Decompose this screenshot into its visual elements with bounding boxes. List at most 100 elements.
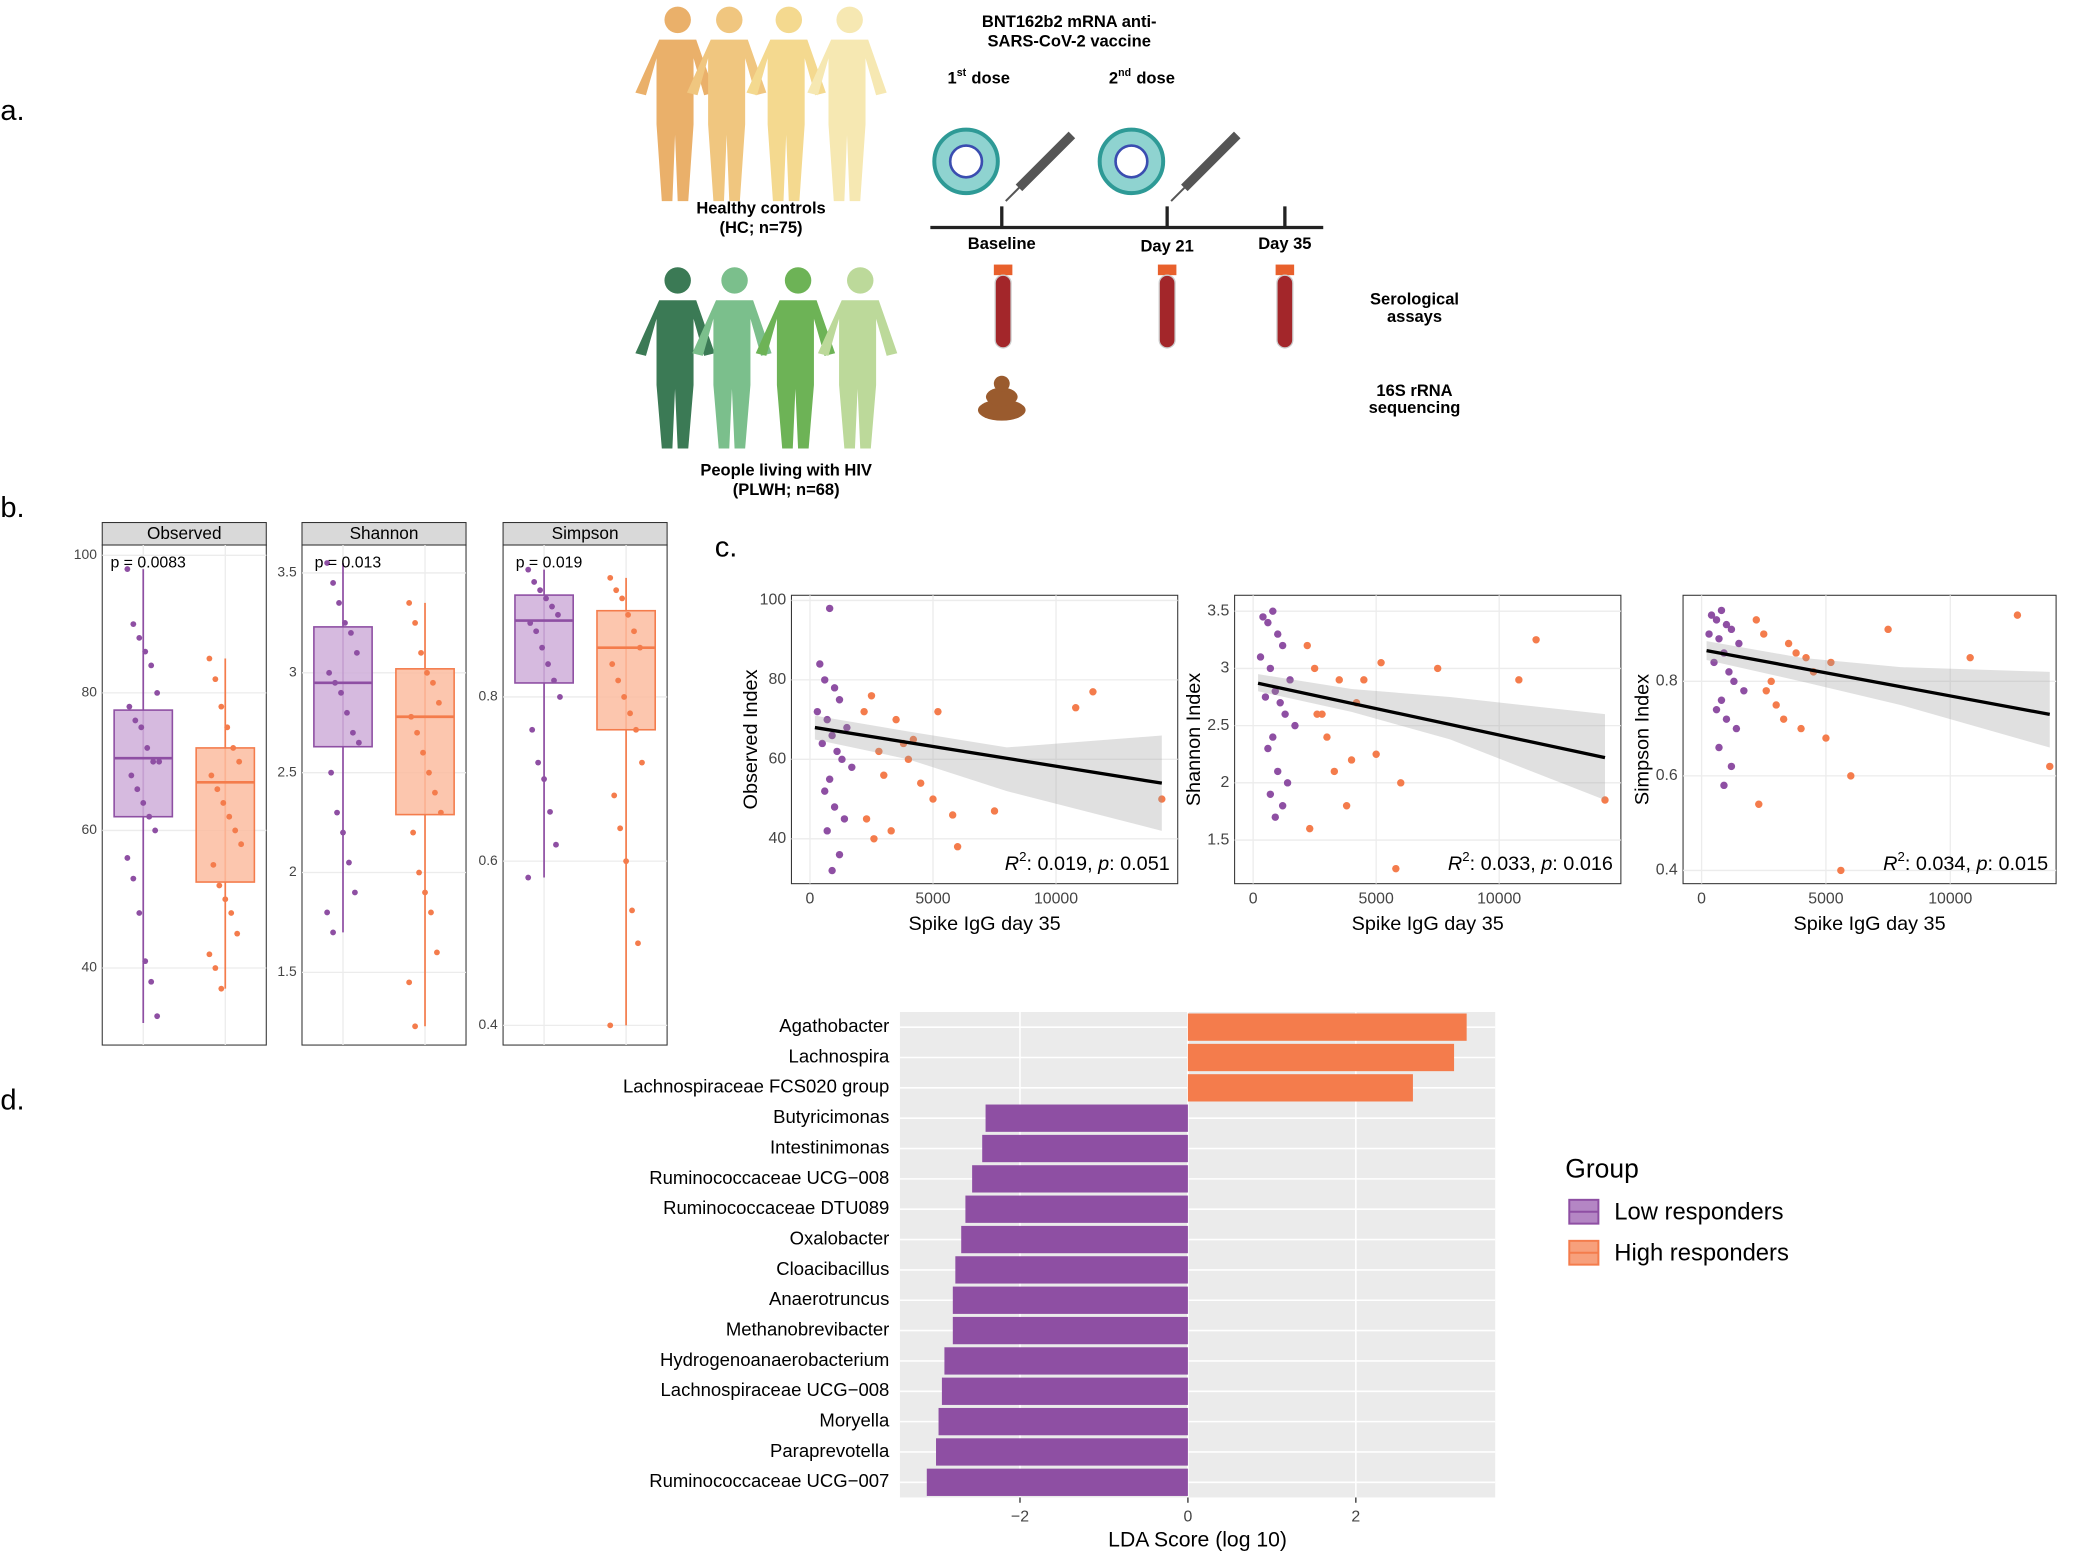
p-value: : 0.051 [1109,853,1170,875]
point [639,759,645,766]
bar [982,1134,1188,1163]
x-tick-label: 5000 [1808,891,1843,908]
x-tick-label: 5000 [1359,891,1394,908]
point [330,929,336,936]
point [1256,653,1265,661]
point [545,661,551,667]
point [428,909,434,916]
point [212,965,219,971]
point [555,611,561,618]
point [1712,705,1721,714]
x-tick-label: 2 [1351,1509,1360,1526]
point [348,629,354,636]
point [1392,864,1400,873]
point [1281,710,1289,718]
point [1884,625,1892,634]
point [432,789,438,796]
point [635,940,641,947]
category-label: Ruminococcaceae UCG−008 [649,1167,889,1188]
point [1303,641,1311,650]
point [218,703,225,710]
y-tick-label: 3.5 [277,564,297,580]
fit-line [1257,681,1606,760]
point [332,679,338,686]
point [1717,606,1726,615]
point [1707,611,1716,619]
point [1847,772,1855,780]
category-label: Ruminococcaceae UCG−007 [649,1470,889,1491]
y-tick-label: 3.5 [1207,602,1229,619]
y-tick-label: 3 [289,663,297,679]
point [344,709,350,716]
p-value: : 0.016 [1552,853,1613,875]
virus-syringe [932,127,1241,202]
vaccine-title: BNT162b2 mRNA anti- [982,12,1157,31]
x-axis-label: Spike IgG day 35 [1352,913,1504,935]
box [596,609,657,731]
point [934,707,942,716]
point [1752,616,1760,624]
point [613,587,620,594]
point [1158,795,1166,803]
dose-number: 1 [948,69,957,88]
plot-frame [1234,594,1622,885]
point [414,729,420,736]
point [619,595,626,602]
point [422,889,428,896]
category-label: Oxalobacter [790,1227,890,1248]
strip-title: Observed [147,523,222,543]
point [1779,715,1788,723]
point [134,786,141,793]
point [835,850,844,859]
x-tick-label: 0 [1249,891,1258,908]
point [148,978,155,985]
x-tick-label: 0 [1697,891,1706,908]
point [340,829,346,836]
point [410,829,417,836]
x-axis-label: Spike IgG day 35 [1794,913,1946,935]
x-tick-label: −2 [1011,1509,1029,1526]
bar [938,1407,1188,1436]
bar [965,1195,1188,1223]
point [353,649,360,656]
point [892,715,900,724]
point [146,813,153,820]
point [1266,790,1275,798]
category-label: Cloacibacillus [776,1258,889,1279]
point [816,660,824,668]
y-tick-label: 80 [82,684,98,700]
point [625,611,631,618]
people-plwh [635,267,898,449]
point [124,566,131,572]
point [929,795,937,803]
category-label: Agathobacter [779,1015,889,1036]
point [1286,676,1294,684]
y-tick-label: 100 [74,546,97,562]
point [830,803,839,811]
point [840,815,849,823]
y-tick-label: 0.8 [478,688,498,704]
point [833,747,841,756]
strip-title: Simpson [552,523,619,543]
p-symbol: p [1975,853,1987,875]
assay-label: 16S rRNA [1376,381,1452,400]
y-tick-label: 0.4 [1656,862,1678,879]
point [148,662,155,669]
point [238,841,245,848]
point [818,739,826,748]
point [1712,616,1721,624]
point [342,619,348,626]
bar [936,1438,1188,1466]
point [216,882,223,889]
point [206,655,213,662]
point [212,676,219,683]
point [144,745,151,751]
point [1755,800,1763,808]
category-label: Moryella [819,1410,890,1431]
point [330,580,336,586]
point [631,628,637,635]
point [1732,724,1741,733]
point [130,621,137,628]
point [609,661,616,667]
